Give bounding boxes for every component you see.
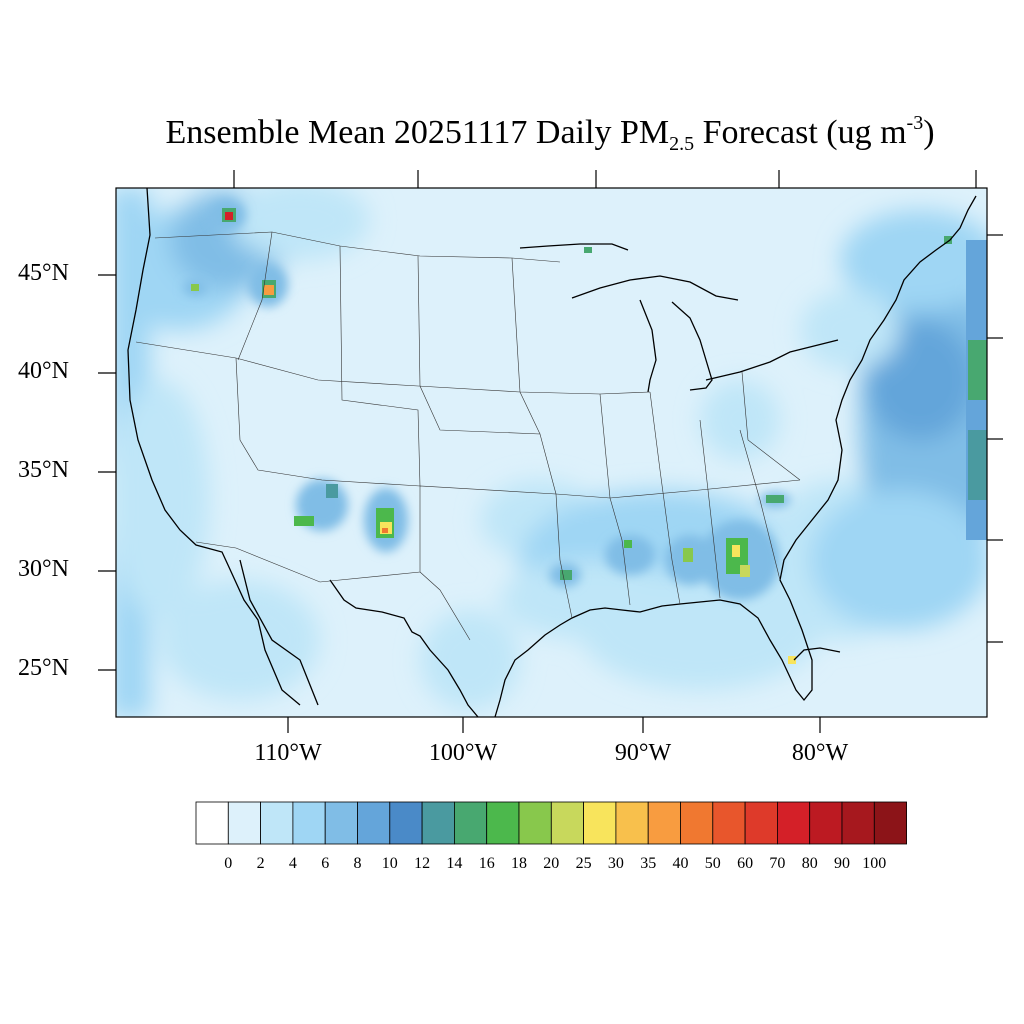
lon-label-100: 100°W (428, 740, 498, 766)
lon-label-110: 110°W (254, 740, 322, 766)
hotspot-markers (191, 208, 952, 664)
frame-ticks (98, 170, 1003, 733)
map-title: Ensemble Mean 20251117 Daily PM2.5 Forec… (165, 112, 935, 155)
map-frame (115, 187, 988, 718)
concentration-field (116, 188, 987, 717)
lat-label-45: 45°N (18, 260, 69, 286)
lat-label-35: 35°N (18, 457, 69, 483)
coastlines (127, 188, 977, 717)
lat-label-25: 25°N (18, 655, 69, 681)
state-boundaries (135, 231, 801, 641)
lat-label-40: 40°N (18, 358, 69, 384)
lon-label-80: 80°W (791, 740, 849, 766)
lon-label-90: 90°W (614, 740, 672, 766)
lat-label-30: 30°N (18, 556, 69, 582)
